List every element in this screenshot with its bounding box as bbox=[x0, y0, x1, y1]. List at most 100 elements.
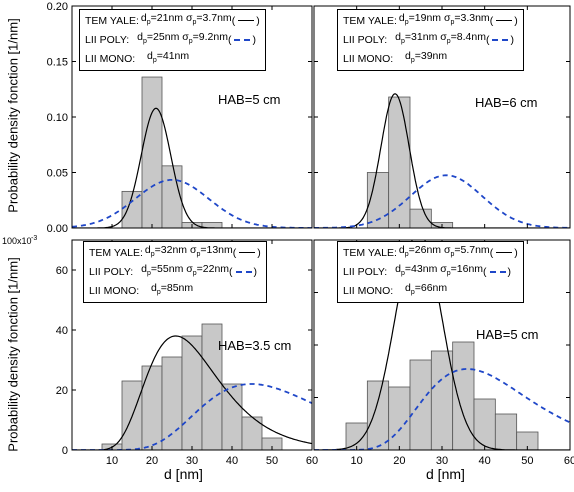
lii-poly-curve bbox=[72, 179, 312, 228]
x-tick-label: 60 bbox=[306, 455, 318, 467]
y-tick-label: 0 bbox=[62, 445, 68, 457]
y-tick-label: 60 bbox=[56, 265, 68, 277]
y-axis-label-bottom: Probability density fonction [1/nm] bbox=[5, 257, 21, 452]
legend-row: LII MONO: dp=39nm bbox=[343, 49, 518, 68]
legend-label: TEM YALE: bbox=[343, 14, 397, 27]
y-tick-label: 0.20 bbox=[47, 1, 68, 13]
legend-label: LII MONO: bbox=[89, 284, 140, 297]
histogram-bar bbox=[221, 383, 243, 450]
legend-spec: dp=31nm σp=8.4nm bbox=[395, 31, 486, 46]
histogram-bar bbox=[473, 398, 496, 450]
hab-annotation: HAB=5 cm bbox=[476, 327, 539, 342]
x-tick-label: 20 bbox=[393, 455, 405, 467]
y-tick-label: 40 bbox=[56, 325, 68, 337]
y-axis-label-top: Probability density fonction [1/nm] bbox=[5, 18, 21, 213]
tem-yale-curve bbox=[314, 240, 570, 450]
legend-label: LII POLY: bbox=[89, 265, 134, 278]
legend-spec: dp=41nm bbox=[147, 50, 190, 65]
x-axis-label-right: d [nm] bbox=[426, 466, 465, 482]
legend-row: LII MONO: dp=66nm bbox=[343, 281, 518, 300]
x-tick-label: 40 bbox=[226, 455, 238, 467]
histogram-bar bbox=[388, 386, 411, 450]
x-tick-label: 50 bbox=[266, 455, 278, 467]
histogram-bar bbox=[261, 437, 283, 450]
legend-spec: dp=19nm σp=3.3nm bbox=[398, 12, 490, 27]
legend-paren: ( bbox=[227, 33, 232, 46]
legend-label: TEM YALE: bbox=[343, 246, 397, 259]
x-tick-label: 40 bbox=[479, 455, 491, 467]
legend: TEM YALE: dp=26nm σp=5.7nm () LII POLY: d… bbox=[337, 241, 524, 304]
legend-paren: ( bbox=[489, 246, 494, 259]
histogram-bar bbox=[388, 96, 411, 228]
legend-spec: dp=55nm σp=22nm bbox=[141, 263, 230, 278]
y-tick-label: 0.15 bbox=[47, 57, 68, 69]
legend-solid-swatch bbox=[496, 20, 513, 22]
y-tick-label: 20 bbox=[56, 385, 68, 397]
y-multiplier-exponent: -3 bbox=[31, 235, 37, 242]
legend-paren: ) bbox=[252, 33, 256, 46]
legend-row: LII POLY: dp=31nm σp=8.4nm () bbox=[343, 30, 518, 49]
legend-row: LII POLY: dp=55nm σp=22nm () bbox=[89, 262, 261, 281]
legend-paren: ( bbox=[229, 265, 233, 278]
legend-spec: dp=66nm bbox=[405, 282, 448, 297]
histogram-bar bbox=[430, 350, 454, 450]
histogram-bar bbox=[141, 76, 163, 228]
legend: TEM YALE: dp=32nm σp=13nm () LII POLY: dp… bbox=[83, 241, 267, 304]
lii-poly-curve bbox=[314, 174, 570, 228]
x-tick-label: 10 bbox=[351, 455, 363, 467]
lii-poly-curve bbox=[314, 368, 570, 450]
legend-spec: dp=25nm σp=9.2nm bbox=[137, 31, 228, 46]
legend-row: LII MONO: dp=41nm bbox=[85, 49, 260, 68]
legend-paren: ) bbox=[514, 14, 518, 27]
tem-yale-curve bbox=[72, 107, 312, 228]
legend-solid-swatch bbox=[238, 20, 255, 22]
legend-paren: ) bbox=[253, 265, 258, 278]
histogram-bar bbox=[409, 359, 432, 450]
histogram-bar bbox=[345, 422, 368, 450]
legend-paren: ) bbox=[507, 265, 512, 278]
legend-paren: ) bbox=[257, 246, 261, 259]
x-tick-label: 60 bbox=[564, 455, 574, 467]
y-multiplier: 100x10 bbox=[2, 236, 32, 246]
legend-row: LII POLY: dp=25nm σp=9.2nm () bbox=[85, 30, 260, 49]
legend-dashed-swatch bbox=[235, 270, 252, 273]
legend-paren: ( bbox=[489, 14, 494, 27]
histogram-bar bbox=[516, 431, 539, 450]
tem-yale-curve bbox=[314, 93, 570, 228]
legend-paren: ( bbox=[485, 33, 490, 46]
legend-spec: dp=85nm bbox=[151, 282, 194, 297]
histogram-bar bbox=[366, 380, 390, 450]
legend-spec: dp=39nm bbox=[405, 50, 448, 65]
x-tick-label: 20 bbox=[146, 455, 158, 467]
lii-poly-curve bbox=[72, 383, 312, 450]
legend-label: LII MONO: bbox=[343, 284, 394, 297]
legend-row: TEM YALE: dp=32nm σp=13nm () bbox=[89, 243, 261, 262]
x-tick-label: 50 bbox=[521, 455, 533, 467]
legend-label: LII MONO: bbox=[85, 52, 136, 65]
legend-row: TEM YALE: dp=26nm σp=5.7nm () bbox=[343, 243, 518, 262]
legend: TEM YALE: dp=19nm σp=3.3nm () LII POLY: d… bbox=[337, 9, 524, 72]
hab-annotation: HAB=3.5 cm bbox=[218, 338, 292, 353]
x-tick-label: 10 bbox=[106, 455, 118, 467]
x-tick-label: 30 bbox=[436, 455, 448, 467]
y-tick-label: 0.05 bbox=[47, 168, 68, 180]
legend-spec: dp=32nm σp=13nm bbox=[144, 244, 233, 259]
y-tick-label: 0.10 bbox=[47, 112, 68, 124]
legend-label: LII POLY: bbox=[343, 265, 388, 278]
legend-label: LII POLY: bbox=[85, 33, 130, 46]
legend-label: TEM YALE: bbox=[85, 14, 139, 27]
legend-paren: ( bbox=[232, 246, 237, 259]
legend: TEM YALE: dp=21nm σp=3.7nm () LII POLY: d… bbox=[79, 9, 266, 72]
y-tick-label: 0.00 bbox=[47, 223, 68, 235]
histogram-bar bbox=[494, 413, 518, 450]
histogram-bar bbox=[409, 208, 432, 228]
histogram-bar bbox=[141, 365, 163, 450]
legend-paren: ) bbox=[514, 246, 518, 259]
legend-row: TEM YALE: dp=21nm σp=3.7nm () bbox=[85, 11, 260, 30]
legend-row: LII MONO: dp=85nm bbox=[89, 281, 261, 300]
histogram-bar bbox=[161, 356, 183, 450]
legend-dashed-swatch bbox=[492, 38, 509, 41]
hab-annotation: HAB=5 cm bbox=[218, 92, 281, 107]
